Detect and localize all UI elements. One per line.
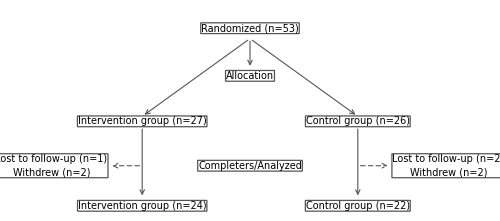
Text: Control group (n=26): Control group (n=26) xyxy=(306,116,410,126)
Text: Control group (n=22): Control group (n=22) xyxy=(306,201,410,211)
Text: Randomized (n=53): Randomized (n=53) xyxy=(201,23,299,33)
Text: Intervention group (n=27): Intervention group (n=27) xyxy=(78,116,206,126)
Text: Lost to follow-up (n=2)
Withdrew (n=2): Lost to follow-up (n=2) Withdrew (n=2) xyxy=(392,154,500,177)
Text: Lost to follow-up (n=1)
Withdrew (n=2): Lost to follow-up (n=1) Withdrew (n=2) xyxy=(0,154,108,177)
Text: Intervention group (n=24): Intervention group (n=24) xyxy=(78,201,206,211)
Text: Completers/Analyzed: Completers/Analyzed xyxy=(198,161,302,171)
Text: Allocation: Allocation xyxy=(226,71,274,81)
